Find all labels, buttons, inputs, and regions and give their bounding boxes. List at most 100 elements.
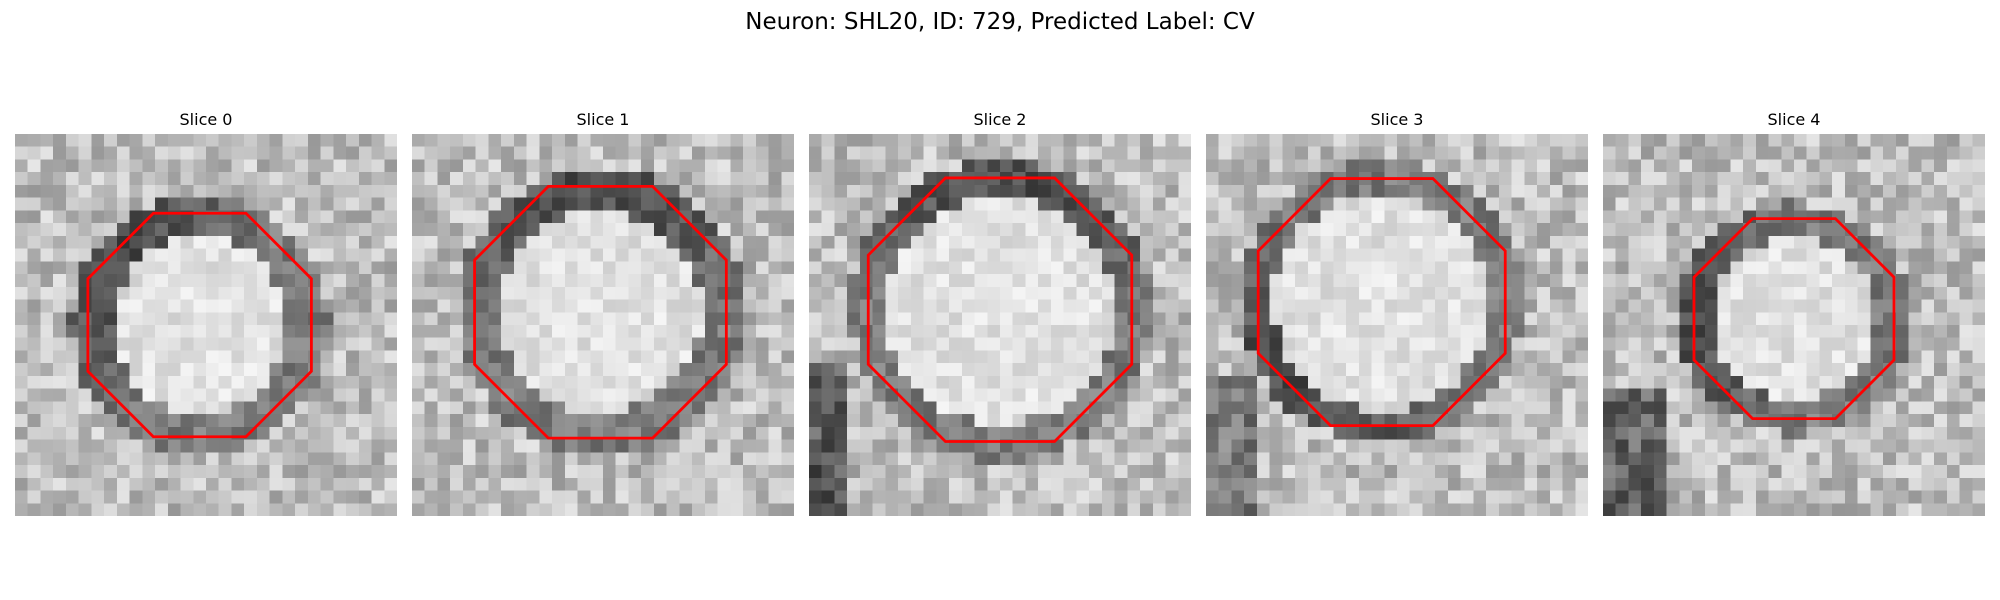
pixel <box>1218 210 1232 224</box>
pixel <box>53 439 67 453</box>
pixel <box>167 439 181 453</box>
pixel <box>1025 312 1039 326</box>
pixel <box>450 503 464 516</box>
pixel <box>1755 159 1769 173</box>
pixel <box>1615 465 1629 479</box>
pixel <box>78 261 92 275</box>
pixel <box>730 439 744 453</box>
pixel <box>1857 146 1871 160</box>
pixel <box>1870 503 1884 516</box>
pixel <box>269 350 283 364</box>
pixel <box>1231 134 1245 147</box>
pixel <box>1537 299 1551 313</box>
pixel <box>1269 439 1283 453</box>
pixel <box>1206 490 1219 504</box>
figure-title: Neuron: SHL20, ID: 729, Predicted Label:… <box>745 9 1255 35</box>
pixel <box>15 197 28 211</box>
pixel <box>1114 452 1128 466</box>
pixel <box>129 452 143 466</box>
pixel <box>142 477 156 491</box>
pixel <box>834 477 848 491</box>
pixel <box>552 235 566 249</box>
pixel <box>641 439 655 453</box>
pixel <box>821 235 835 249</box>
pixel <box>768 312 782 326</box>
pixel <box>1127 146 1141 160</box>
pixel <box>1397 426 1410 440</box>
pixel <box>65 172 79 186</box>
pixel <box>1371 401 1385 415</box>
pixel <box>1371 210 1385 224</box>
pixel <box>1333 452 1347 466</box>
pixel <box>231 439 245 453</box>
pixel <box>552 375 566 389</box>
pixel <box>1218 465 1232 479</box>
pixel <box>526 248 540 262</box>
pixel <box>704 477 718 491</box>
pixel <box>1562 325 1576 338</box>
pixel <box>27 350 41 364</box>
pixel <box>1307 235 1321 249</box>
pixel <box>1447 172 1461 186</box>
pixel <box>1704 337 1718 351</box>
pixel <box>358 286 372 300</box>
pixel <box>1870 286 1884 300</box>
pixel <box>1524 312 1538 326</box>
pixel <box>1307 490 1321 504</box>
pixel <box>628 477 642 491</box>
pixel <box>666 439 680 453</box>
pixel <box>488 261 502 275</box>
pixel <box>1127 286 1141 300</box>
pixel <box>834 184 848 198</box>
pixel <box>256 159 270 173</box>
pixel <box>333 312 347 326</box>
pixel <box>628 248 642 262</box>
pixel <box>1704 146 1718 160</box>
pixel <box>78 184 92 198</box>
pixel <box>1244 401 1258 415</box>
pixel <box>1870 184 1884 198</box>
pixel <box>615 159 629 173</box>
pixel <box>116 325 130 338</box>
pixel <box>743 375 757 389</box>
pixel <box>1819 134 1833 147</box>
pixel <box>91 426 105 440</box>
pixel <box>450 363 464 377</box>
pixel <box>1127 248 1141 262</box>
pixel <box>1524 426 1538 440</box>
pixel <box>910 452 924 466</box>
pixel <box>231 325 245 338</box>
pixel <box>1781 159 1795 173</box>
pixel <box>1152 325 1166 338</box>
pixel <box>1076 235 1090 249</box>
pixel <box>1549 274 1563 288</box>
pixel <box>1755 452 1769 466</box>
pixel <box>1346 401 1360 415</box>
pixel <box>1076 134 1090 147</box>
pixel <box>231 286 245 300</box>
pixel <box>1063 248 1077 262</box>
pixel <box>692 350 706 364</box>
pixel <box>1447 325 1461 338</box>
pixel <box>1806 363 1820 377</box>
pixel <box>1025 248 1039 262</box>
pixel <box>628 197 642 211</box>
pixel <box>1295 452 1309 466</box>
pixel <box>475 172 489 186</box>
pixel <box>692 452 706 466</box>
pixel <box>475 363 489 377</box>
pixel <box>1256 490 1270 504</box>
pixel <box>1165 248 1179 262</box>
pixel <box>180 337 194 351</box>
pixel <box>282 286 296 300</box>
pixel <box>1152 172 1166 186</box>
pixel <box>692 235 706 249</box>
pixel <box>1397 414 1410 428</box>
pixel <box>743 223 757 237</box>
pixel <box>1603 146 1616 160</box>
pixel <box>1012 388 1026 402</box>
pixel <box>717 274 731 288</box>
pixel <box>104 337 118 351</box>
pixel <box>821 223 835 237</box>
pixel <box>1282 235 1296 249</box>
